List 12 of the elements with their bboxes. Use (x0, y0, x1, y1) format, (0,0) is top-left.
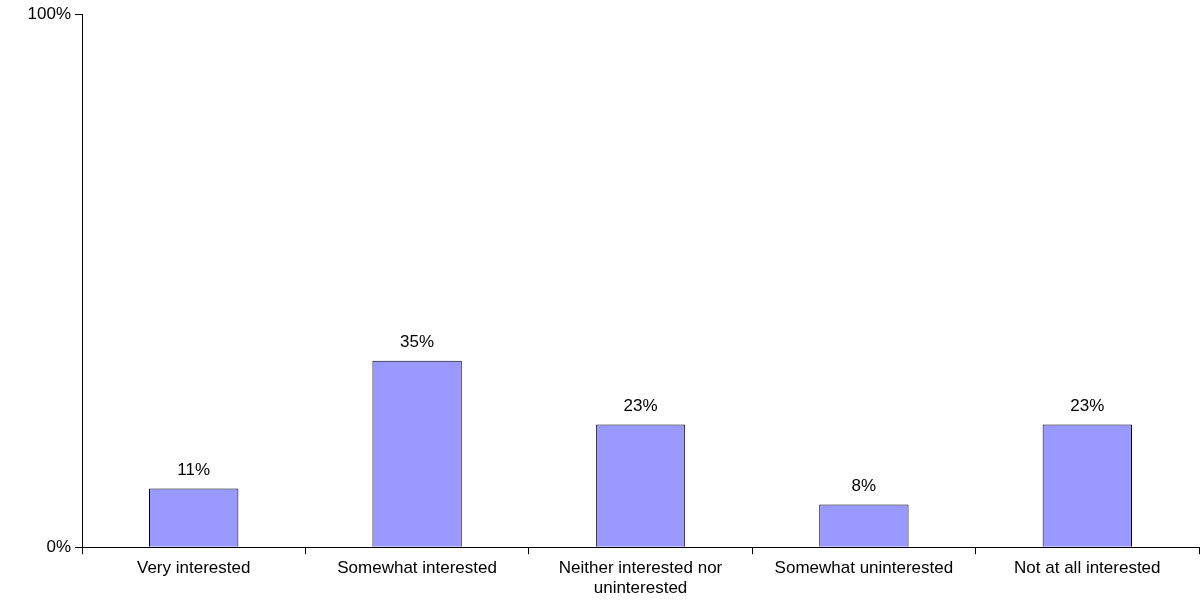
y-tick-label: 100% (27, 3, 71, 23)
data-label: 23% (623, 395, 658, 415)
x-tick-label: Neither interested nor uninterested (558, 558, 723, 598)
data-label: 11% (177, 459, 211, 479)
x-tick-label: Not at all interested (1014, 558, 1161, 578)
x-tick-label: Very interested (137, 558, 251, 578)
data-label: 23% (1070, 395, 1105, 415)
x-tick-label: Somewhat interested (337, 558, 497, 578)
data-label: 8% (851, 475, 877, 495)
x-tick-label: Somewhat uninterested (774, 558, 954, 578)
data-label: 35% (400, 331, 435, 351)
y-tick-label: 0% (46, 536, 71, 556)
